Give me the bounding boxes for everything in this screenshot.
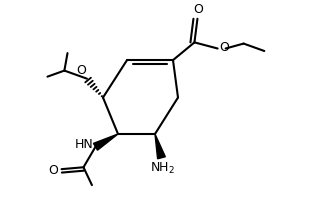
Text: NH$_2$: NH$_2$ (150, 161, 175, 176)
Text: HN: HN (75, 138, 93, 151)
Text: O: O (76, 64, 86, 77)
Text: O: O (194, 3, 204, 16)
Text: O: O (220, 41, 229, 54)
Text: O: O (49, 164, 59, 177)
Polygon shape (93, 134, 118, 150)
Polygon shape (155, 134, 165, 159)
